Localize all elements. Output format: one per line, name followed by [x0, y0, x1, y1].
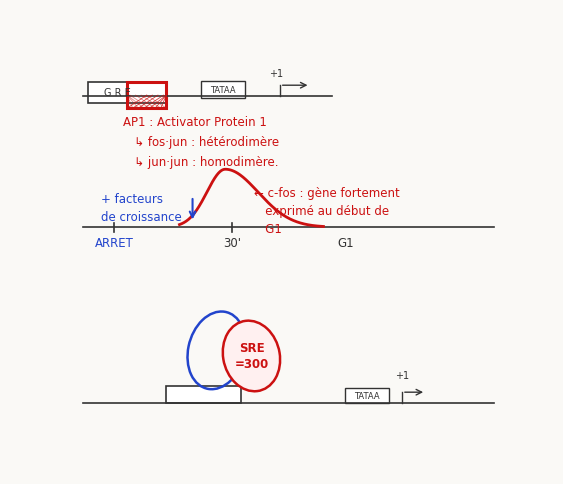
Text: TATAA: TATAA [210, 86, 236, 95]
Text: TATAA: TATAA [354, 391, 380, 400]
Text: AP1 : Activator Protein 1
   ↳ fos·jun : hétérodimère
   ↳ jun·jun : homodimère.: AP1 : Activator Protein 1 ↳ fos·jun : hé… [123, 116, 279, 169]
Text: SRE
=300: SRE =300 [234, 342, 269, 371]
Bar [127, 83, 167, 109]
Bar [88, 83, 167, 104]
Text: +1: +1 [269, 69, 283, 78]
Bar [202, 82, 245, 99]
Bar [167, 386, 240, 403]
Text: ← c-fos : gène fortement
   exprimé au début de
   G1: ← c-fos : gène fortement exprimé au débu… [253, 187, 399, 236]
Text: G R E: G R E [104, 88, 131, 98]
Text: +1: +1 [395, 370, 409, 380]
Text: 30': 30' [223, 237, 241, 250]
Text: + facteurs
de croissance: + facteurs de croissance [101, 192, 182, 223]
Ellipse shape [223, 321, 280, 392]
Bar [345, 388, 389, 403]
Text: G1: G1 [337, 237, 354, 250]
Text: ARRET: ARRET [95, 237, 133, 250]
